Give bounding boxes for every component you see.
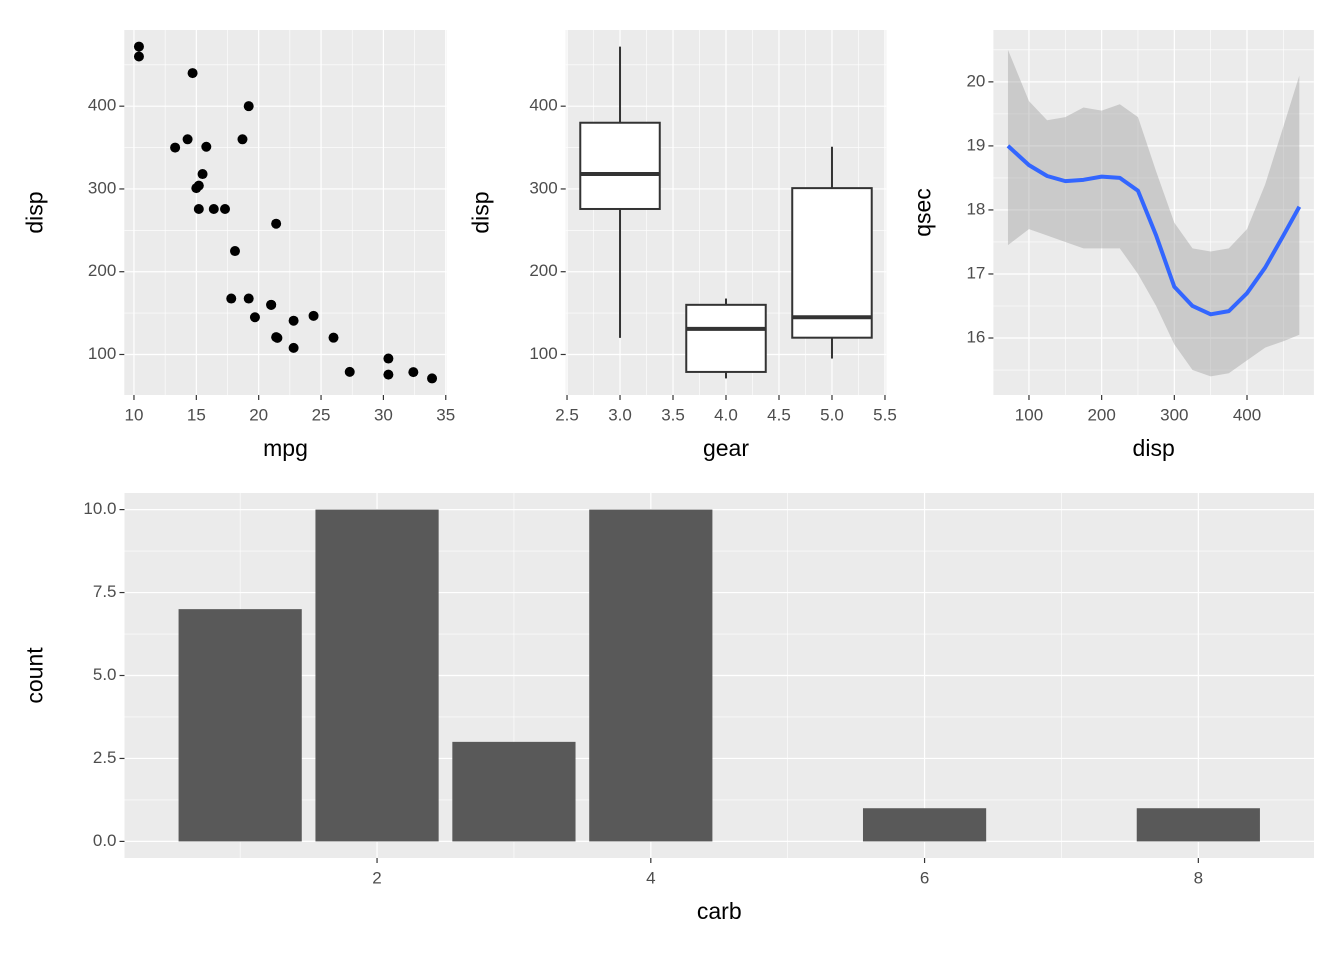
point xyxy=(288,315,299,326)
point xyxy=(237,134,248,145)
bar xyxy=(315,509,439,842)
y-tick-label: 200 xyxy=(88,261,116,280)
point xyxy=(220,203,231,214)
point xyxy=(191,183,202,194)
point xyxy=(383,353,394,364)
smooth-line xyxy=(1006,144,1302,317)
y-tick-label: 17 xyxy=(966,263,985,282)
point xyxy=(427,373,438,384)
y-tick-label: 19 xyxy=(966,135,985,154)
x-axis-title: carb xyxy=(697,898,742,924)
box xyxy=(579,121,661,210)
point xyxy=(193,203,204,214)
x-axis-title: disp xyxy=(1133,435,1175,461)
y-axis-title: disp xyxy=(21,191,47,233)
point xyxy=(383,369,394,380)
y-tick-label: 10.0 xyxy=(83,499,116,518)
bar xyxy=(862,808,987,842)
point xyxy=(229,246,240,257)
x-tick-label: 5.0 xyxy=(820,405,844,424)
point xyxy=(271,332,282,343)
x-tick-label: 400 xyxy=(1233,405,1261,424)
point xyxy=(344,366,355,377)
y-tick-label: 5.0 xyxy=(93,665,117,684)
x-axis-title: gear xyxy=(703,435,749,461)
x-tick-label: 25 xyxy=(312,405,331,424)
y-tick-label: 300 xyxy=(529,178,557,197)
y-tick-label: 16 xyxy=(966,327,985,346)
x-tick-label: 35 xyxy=(436,405,455,424)
y-tick-label: 400 xyxy=(88,96,116,115)
x-tick-label: 6 xyxy=(920,868,929,887)
x-tick-label: 4.0 xyxy=(714,405,738,424)
point xyxy=(243,101,254,112)
point xyxy=(197,169,208,180)
x-tick-label: 20 xyxy=(249,405,268,424)
x-tick-label: 2.5 xyxy=(555,405,579,424)
x-tick-label: 5.5 xyxy=(873,405,897,424)
point xyxy=(271,218,282,229)
point xyxy=(226,293,237,304)
confidence-band xyxy=(1007,49,1300,377)
x-tick-label: 10 xyxy=(125,405,144,424)
bar xyxy=(178,609,302,842)
point xyxy=(187,68,198,79)
x-tick-label: 2 xyxy=(372,868,381,887)
box xyxy=(791,187,873,339)
point xyxy=(133,41,144,52)
x-tick-label: 8 xyxy=(1194,868,1203,887)
point xyxy=(201,141,212,152)
point xyxy=(328,332,339,343)
box xyxy=(685,303,767,373)
point xyxy=(182,134,193,145)
point xyxy=(266,299,277,310)
x-tick-label: 100 xyxy=(1015,405,1043,424)
y-tick-label: 7.5 xyxy=(93,582,117,601)
y-tick-label: 100 xyxy=(88,344,116,363)
y-tick-label: 2.5 xyxy=(93,748,117,767)
point xyxy=(208,203,219,214)
y-tick-label: 18 xyxy=(966,199,985,218)
y-tick-label: 0.0 xyxy=(93,831,117,850)
x-tick-label: 15 xyxy=(187,405,206,424)
y-tick-label: 200 xyxy=(529,261,557,280)
bar xyxy=(452,741,576,842)
point xyxy=(249,312,260,323)
y-tick-label: 20 xyxy=(966,71,985,90)
y-axis-title: count xyxy=(22,647,48,704)
point xyxy=(308,310,319,321)
x-tick-label: 300 xyxy=(1160,405,1188,424)
x-tick-label: 3.5 xyxy=(661,405,685,424)
panel xyxy=(124,30,447,395)
y-tick-label: 300 xyxy=(88,178,116,197)
point xyxy=(408,367,419,378)
x-tick-label: 30 xyxy=(374,405,393,424)
point xyxy=(243,293,254,304)
y-axis-title: disp xyxy=(468,191,494,233)
x-tick-label: 4.5 xyxy=(767,405,791,424)
y-tick-label: 400 xyxy=(529,96,557,115)
panel xyxy=(993,30,1314,395)
y-axis-title: qsec xyxy=(909,188,935,237)
bar xyxy=(589,509,713,842)
x-tick-label: 200 xyxy=(1087,405,1115,424)
point xyxy=(133,51,144,62)
y-tick-label: 100 xyxy=(529,344,557,363)
point xyxy=(170,142,181,153)
x-tick-label: 4 xyxy=(646,868,655,887)
bar xyxy=(1136,808,1260,842)
x-tick-label: 3.0 xyxy=(608,405,632,424)
x-axis-title: mpg xyxy=(263,435,308,461)
point xyxy=(288,342,299,353)
